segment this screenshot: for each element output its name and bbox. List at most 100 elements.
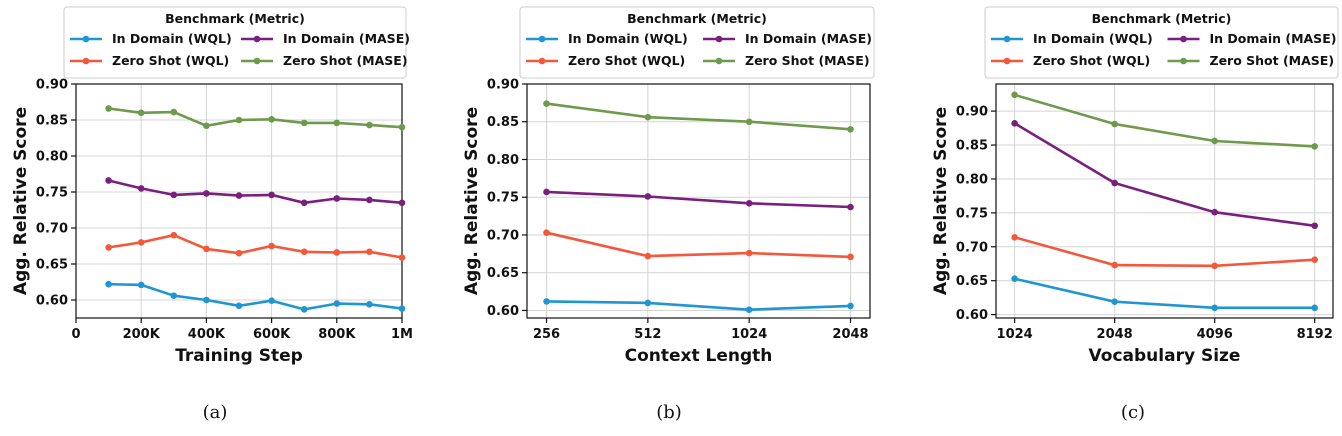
legend-box: [519, 6, 875, 79]
data-point: [847, 253, 854, 261]
series-line: [546, 300, 851, 312]
data-point: [1011, 275, 1018, 282]
y-tick-label: 0.85: [36, 114, 68, 129]
data-point: [1311, 256, 1318, 263]
series-in-domain-wql: [1011, 275, 1318, 312]
data-point: [847, 125, 854, 133]
legend-title: Benchmark (Metric): [165, 11, 305, 26]
data-point: [398, 254, 406, 261]
y-tick-label: 0.70: [956, 240, 988, 255]
data-point: [203, 296, 210, 304]
data-point: [137, 185, 145, 192]
legend-swatch-marker: [715, 57, 723, 65]
series-line: [108, 233, 403, 259]
gridlines: [527, 83, 870, 318]
legend-item: In Domain (WQL): [70, 31, 232, 46]
legend-swatch-marker: [82, 35, 90, 43]
data-point: [268, 297, 275, 305]
data-point: [1111, 298, 1118, 306]
legend-label: Zero Shot (WQL): [1033, 53, 1150, 68]
data-point: [543, 229, 550, 237]
plot-frame: [995, 83, 1334, 319]
series-in-domain-mase: [105, 177, 406, 207]
data-point: [745, 118, 753, 126]
data-point: [235, 116, 243, 124]
legend-box: [63, 6, 407, 79]
legend-label: In Domain (WQL): [568, 31, 688, 46]
legend-swatch-marker: [538, 57, 546, 65]
legend-box: [984, 6, 1339, 79]
panel-caption: (c): [1121, 402, 1145, 423]
legend: Benchmark (Metric) In Domain (WQL) In Doma…: [519, 6, 875, 79]
series-in-domain-wql: [543, 298, 854, 313]
x-tick-label: 1M: [391, 327, 413, 342]
data-point: [203, 245, 210, 253]
legend-swatch-marker: [538, 35, 546, 43]
data-point: [235, 192, 243, 199]
legend-item: In Domain (MASE): [703, 31, 872, 46]
data-point: [644, 113, 652, 121]
series-zero-shot-wql: [105, 231, 406, 261]
data-point: [268, 191, 275, 199]
x-axis-label: Context Length: [625, 346, 773, 366]
plot-frame: [526, 83, 871, 319]
data-point: [268, 242, 275, 250]
x-tick-label: 200K: [123, 327, 161, 342]
data-point: [543, 188, 550, 196]
legend-item: In Domain (WQL): [526, 31, 688, 46]
x-tick-label: 1024: [997, 327, 1033, 342]
legend: Benchmark (Metric) In Domain (WQL) In Doma…: [984, 6, 1339, 79]
y-axis-label: Agg. Relative Score: [931, 107, 951, 295]
y-tick-label: 0.80: [487, 153, 519, 168]
chart-panel-2: 256 512 1024 2048 0.60 0.65 0.70 0.75 0.80 0.85 0.…: [462, 6, 875, 423]
y-tick-label: 0.65: [956, 274, 988, 289]
legend-item: In Domain (MASE): [241, 31, 410, 46]
data-point: [745, 249, 753, 257]
data-point: [644, 193, 652, 200]
data-point: [170, 191, 178, 199]
data-point: [366, 196, 373, 204]
x-tick-label: 600K: [253, 327, 291, 342]
x-tick-label: 400K: [188, 327, 226, 342]
legend-title: Benchmark (Metric): [1092, 11, 1232, 26]
legend-label: Zero Shot (MASE): [745, 53, 870, 68]
legend-item: In Domain (WQL): [991, 31, 1153, 46]
y-tick-label: 0.65: [36, 258, 68, 273]
legend-label: In Domain (WQL): [112, 31, 232, 46]
data-point: [1011, 120, 1018, 127]
y-tick-label: 0.75: [36, 186, 68, 201]
legend-item: Zero Shot (MASE): [703, 53, 870, 68]
series-line: [546, 102, 851, 131]
y-tick-label: 0.60: [36, 294, 68, 309]
legend-item: Zero Shot (MASE): [1167, 53, 1334, 68]
x-tick-label: 8192: [1297, 327, 1333, 342]
series-line: [108, 107, 403, 129]
series-zero-shot-wql: [1011, 233, 1318, 270]
x-tick-label: 2048: [1097, 327, 1133, 342]
data-point: [1111, 179, 1118, 187]
y-tick-label: 0.80: [956, 172, 988, 187]
x-tick-label: 1024: [731, 327, 767, 342]
data-point: [300, 248, 308, 256]
legend-swatch-marker: [1003, 35, 1011, 43]
data-point: [745, 306, 753, 313]
legend-label: In Domain (MASE): [745, 31, 872, 46]
legend-item: Zero Shot (WQL): [991, 53, 1150, 68]
x-tick-label: 512: [634, 327, 661, 342]
series-line: [1014, 93, 1315, 148]
chart-panel-1: 0 200K 400K 600K 800K 1M 0.60 0.65 0.70 0.75 0.80 0…: [11, 6, 413, 423]
data-point: [543, 298, 550, 305]
y-tick-label: 0.80: [36, 150, 68, 165]
data-point: [105, 177, 112, 184]
series-line: [1014, 277, 1315, 310]
y-tick-label: 0.70: [36, 222, 68, 237]
series-in-domain-mase: [1011, 120, 1318, 230]
data-point: [137, 109, 145, 117]
data-point: [333, 195, 341, 202]
data-point: [300, 306, 308, 313]
y-tick-label: 0.75: [956, 206, 988, 221]
legend-swatch-marker: [253, 35, 261, 43]
data-point: [398, 305, 406, 312]
data-point: [1311, 143, 1318, 150]
